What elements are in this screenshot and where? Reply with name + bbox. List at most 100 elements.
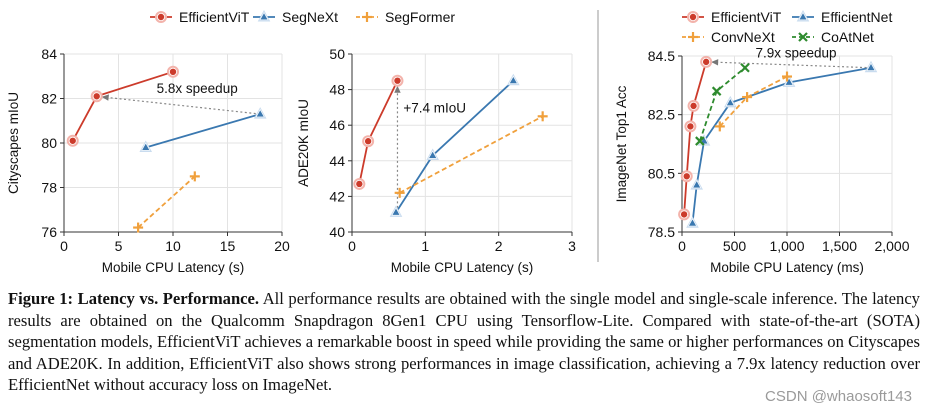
ade20k-segnext-point-shape: [391, 207, 401, 216]
imagenet-efficientnet-point-shape: [725, 97, 735, 107]
imagenet-efficientvit-point: [684, 120, 697, 133]
ade20k-efficientvit-point-dot: [364, 137, 373, 146]
imagenet-xtick-label: 1,000: [769, 238, 804, 254]
caption-figure-label: Figure 1:: [8, 289, 74, 308]
watermark-text: CSDN @whaosoft143: [765, 388, 912, 405]
imagenet-annotation-arrow: [711, 61, 872, 69]
ade20k-segformer-point: [537, 111, 548, 122]
cityscapes-segnext-point-shape: [255, 109, 265, 118]
ade20k-xtick-label: 2: [495, 238, 503, 254]
imagenet-coatnet-line: [698, 67, 746, 142]
legend-segnext-marker: [257, 10, 271, 22]
ade20k-chart: 0 1 2 3 40 42 44 46 48 50 Mobile CPU Latency (s) AD…: [296, 46, 576, 275]
imagenet-efficientnet-point-shape: [692, 180, 702, 189]
caption-body: All performance results are obtained wit…: [8, 289, 920, 394]
legend-segformer-label: SegFormer: [385, 9, 455, 25]
imagenet-efficientvit-point-dot: [680, 210, 689, 219]
cityscapes-annotation-arrow: [101, 96, 261, 115]
imagenet-coatnet-point: [695, 136, 705, 146]
cityscapes-segnext-point: [253, 107, 267, 119]
imagenet-coatnet-point: [740, 62, 750, 73]
legend-efficientvit-marker-dot: [156, 12, 165, 21]
legend-convnext-marker: [688, 32, 698, 42]
ade20k-xtick-label: 1: [421, 238, 429, 254]
cityscapes-segformer-line: [137, 175, 196, 229]
cityscapes-xlabel: Mobile CPU Latency (s): [102, 260, 245, 275]
ade20k-segnext-point-shape: [428, 150, 438, 159]
cityscapes-ytick-label: 80: [41, 135, 57, 151]
legend-efficientvit-marker: [155, 11, 167, 23]
figure-panel: EfficientViT SegNeXt SegFormer EfficientVi…: [6, 9, 910, 275]
imagenet-ytick-label: 82.5: [648, 107, 675, 123]
imagenet-efficientvit-point: [700, 55, 713, 68]
cityscapes-xtick-label: 20: [274, 238, 290, 254]
legend-coatnet-marker: [798, 32, 808, 42]
imagenet-efficientnet-point: [724, 95, 737, 108]
ade20k-segformer-point: [394, 187, 405, 198]
imagenet-efficientvit-point-dot: [702, 57, 711, 66]
imagenet-xtick-label: 500: [723, 238, 747, 254]
imagenet-chart: 0 500 1,000 1,500 2,000 78.5 80.5 82.5 84.5 Mobil…: [614, 45, 910, 275]
imagenet-annotation-arrowhead: [711, 59, 719, 66]
legend-segnext-marker-shape: [259, 11, 269, 21]
cityscapes-efficientvit-point: [167, 65, 179, 78]
ade20k-xlabel: Mobile CPU Latency (s): [391, 260, 534, 275]
legend-coatnet-marker-b: [798, 32, 808, 42]
legend-efficientnet-marker: [796, 10, 810, 22]
legend-coatnet-label: CoAtNet: [821, 29, 874, 45]
cityscapes-annotation-arrowhead: [101, 94, 109, 101]
ade20k-segnext-point: [426, 148, 439, 160]
imagenet-ytick-label: 78.5: [648, 224, 675, 240]
imagenet-xtick-label: 2,000: [874, 238, 909, 254]
cityscapes-segformer-point: [189, 171, 200, 182]
ade20k-segnext-point: [507, 73, 520, 86]
cityscapes-ytick-label: 78: [41, 180, 57, 196]
imagenet-coatnet-point-b: [695, 136, 705, 146]
imagenet-xtick-label: 0: [678, 238, 686, 254]
legend-segformer-marker: [362, 12, 372, 22]
cityscapes-chart: 0 5 10 15 20 76 78 80 82 84 Mobile CPU Latency (s)…: [6, 46, 290, 275]
cityscapes-xtick-label: 10: [165, 238, 181, 254]
cityscapes-segnext-line: [145, 113, 261, 149]
imagenet-convnext-point: [714, 121, 725, 132]
imagenet-efficientvit-point-dot: [682, 172, 691, 181]
legend-efficientnet-marker-shape: [798, 11, 808, 21]
imagenet-efficientnet-point-shape: [784, 77, 794, 86]
ade20k-segnext-point-shape: [508, 75, 518, 84]
ade20k-efficientvit-point: [353, 177, 366, 190]
imagenet-efficientnet-point-shape: [866, 62, 876, 71]
cityscapes-ytick-label: 82: [41, 91, 57, 107]
cityscapes-efficientvit-point: [90, 90, 103, 103]
imagenet-convnext-point: [782, 71, 792, 82]
ade20k-annotation-label: +7.4 mIoU: [403, 101, 466, 116]
cityscapes-ytick-label: 84: [41, 46, 57, 62]
legend-efficientvit-label: EfficientViT: [179, 9, 250, 25]
legend-efficientvit-marker: [687, 11, 699, 23]
imagenet-coatnet-point: [711, 86, 722, 96]
cityscapes-efficientvit-point-dot: [92, 92, 101, 101]
imagenet-efficientvit-point: [687, 99, 700, 112]
imagenet-xtick-label: 1,500: [822, 238, 857, 254]
cityscapes-ytick-label: 76: [41, 224, 57, 240]
figure-caption: Figure 1: Latency vs. Performance. All p…: [8, 288, 920, 396]
cityscapes-efficientvit-point-dot: [68, 136, 77, 145]
cityscapes-ylabel: Cityscapes mIoU: [6, 92, 21, 194]
imagenet-efficientnet-point-shape: [687, 218, 698, 227]
cityscapes-segformer-point: [133, 222, 144, 233]
cityscapes-efficientvit-point: [66, 134, 79, 147]
ade20k-segnext-point: [389, 205, 403, 217]
legend-convnext-label: ConvNeXt: [711, 29, 775, 45]
imagenet-efficientvit-point: [678, 208, 691, 221]
ade20k-ytick-label: 40: [329, 224, 345, 240]
ade20k-ytick-label: 44: [329, 153, 345, 169]
ade20k-ylabel: ADE20K mIoU: [296, 99, 311, 187]
imagenet-efficientvit-point: [680, 170, 693, 183]
imagenet-ylabel: ImageNet Top1 Acc: [614, 85, 629, 202]
cityscapes-xtick-label: 15: [220, 238, 236, 254]
ade20k-ytick-label: 50: [329, 46, 345, 62]
cityscapes-segnext-point: [139, 140, 153, 152]
legend-segnext-label: SegNeXt: [282, 9, 338, 25]
legend-efficientvit-label: EfficientViT: [711, 9, 782, 25]
imagenet-efficientnet-point: [686, 216, 699, 228]
legend-efficientvit-marker-dot: [689, 12, 698, 21]
